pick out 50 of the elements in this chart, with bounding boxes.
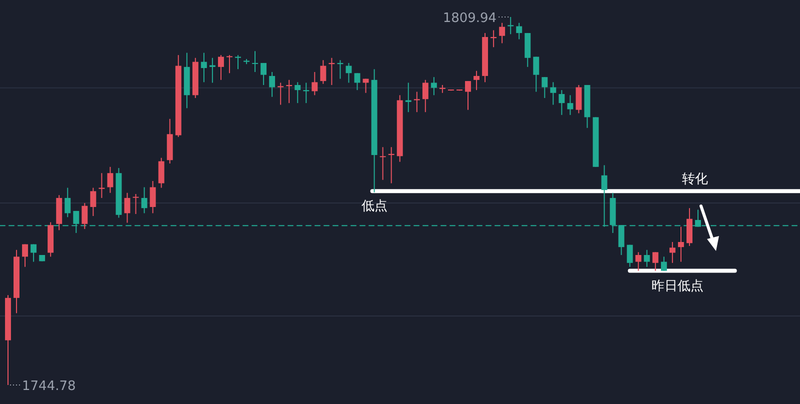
candlestick — [626, 244, 633, 268]
candlestick — [422, 79, 428, 113]
candlestick — [652, 252, 658, 272]
candlestick — [124, 192, 130, 224]
candlestick — [558, 90, 565, 116]
candlestick — [660, 256, 667, 272]
candlestick — [22, 244, 28, 268]
annotation: 1744.78 — [22, 379, 76, 394]
candlestick — [226, 54, 232, 74]
candlestick — [465, 80, 471, 110]
candlestick — [200, 52, 207, 83]
candlestick — [550, 82, 556, 106]
candlestick — [430, 76, 437, 96]
candlestick — [380, 146, 386, 180]
candlestick — [209, 57, 216, 84]
candlestick — [90, 187, 96, 217]
ref-line-label: 低点 — [361, 199, 388, 214]
candlestick — [294, 82, 301, 104]
candlestick — [30, 244, 37, 262]
candlestick — [576, 84, 582, 114]
candlestick — [354, 72, 360, 91]
candlestick — [132, 193, 139, 214]
candlestick — [107, 166, 114, 194]
candlestick — [499, 22, 506, 44]
candlestick — [516, 22, 522, 40]
candlestick — [252, 50, 258, 73]
candlestick — [669, 242, 676, 264]
candlestick — [269, 72, 276, 98]
annotation: 1809.94 — [442, 11, 497, 26]
candlestick — [644, 249, 650, 268]
candlestick — [278, 82, 284, 106]
candlestick — [635, 252, 642, 272]
candlestick — [533, 56, 540, 92]
candlestick — [82, 202, 88, 230]
candlestick — [405, 82, 412, 113]
candlestick — [678, 226, 684, 262]
ref-line-label: 昨日低点 — [651, 278, 704, 294]
annotation: 转化 — [682, 172, 708, 188]
candlestick — [474, 70, 480, 91]
candlestick — [158, 157, 164, 188]
candlestick — [320, 60, 326, 84]
candlestick — [312, 72, 318, 96]
candlestick — [64, 187, 71, 218]
candlestick — [218, 54, 224, 80]
candlestick — [260, 62, 267, 86]
candlestick — [567, 94, 574, 116]
candlestick — [141, 186, 148, 214]
candlestick — [150, 180, 156, 214]
candlestick — [508, 16, 514, 35]
candlestick — [542, 76, 548, 98]
